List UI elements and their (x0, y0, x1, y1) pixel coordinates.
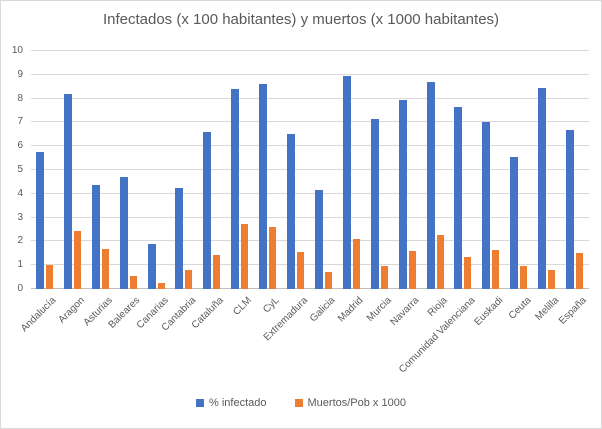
gridline (31, 192, 589, 194)
y-axis-tick-label: 6 (17, 140, 23, 152)
bar-infectado (175, 187, 184, 289)
bar-infectado (426, 81, 435, 289)
x-axis-line (31, 288, 589, 289)
legend-label-muertos: Muertos/Pob x 1000 (307, 397, 406, 409)
gridline (31, 240, 589, 242)
bar-muertos (101, 248, 109, 289)
bar-infectado (314, 190, 323, 289)
bar-infectado (147, 243, 156, 289)
bar-muertos (520, 266, 528, 289)
x-axis-label: Madrid (336, 295, 366, 325)
bar-infectado (231, 89, 240, 289)
bar-muertos (241, 223, 249, 289)
x-axis-label: Euskadi (472, 295, 506, 328)
bar-muertos (352, 239, 360, 289)
bar-muertos (269, 227, 277, 289)
y-axis-tick-label: 1 (17, 259, 23, 271)
y-axis-tick-label: 4 (17, 187, 23, 199)
bar-muertos (464, 256, 472, 289)
bar-muertos (157, 283, 165, 289)
x-axis-label: CyL (261, 295, 282, 316)
plot-area (31, 50, 589, 289)
bar-muertos (297, 252, 305, 289)
bar-infectado (482, 122, 491, 289)
bar-muertos (408, 250, 416, 289)
x-axis-labels: Andalucía Aragon Asturias Baleares Canarias C… (19, 293, 589, 381)
gridline (31, 216, 589, 218)
legend-label-infectado: % infectado (209, 397, 267, 409)
x-axis-label: Rioja (425, 295, 450, 319)
bar-infectado (287, 134, 296, 289)
y-axis-tick-label: 7 (17, 116, 23, 128)
chart-title: Infectados (x 100 habitantes) y muertos … (102, 11, 500, 28)
bar-muertos (324, 272, 332, 289)
x-axis-label: España (557, 295, 589, 327)
gridline (31, 145, 589, 147)
y-axis-tick-label: 0 (17, 283, 23, 294)
gridline (31, 121, 589, 123)
x-axis-label: Galicia (308, 295, 338, 325)
bar-muertos (548, 269, 556, 289)
bar-infectado (454, 106, 463, 289)
bar-muertos (492, 249, 500, 289)
legend-swatch-muertos-icon (294, 399, 303, 407)
bar-muertos (576, 253, 584, 289)
y-axis-tick-label: 10 (11, 45, 23, 56)
x-axis-label: Ceuta (506, 295, 534, 322)
bar-infectado (510, 156, 519, 289)
bar-infectado (119, 177, 128, 289)
bar-muertos (213, 254, 221, 289)
gridline (31, 73, 589, 75)
legend-item-infectado: % infectado (196, 397, 267, 409)
gridline (31, 50, 589, 51)
bar-muertos (185, 269, 193, 289)
x-axis-label: Navarra (388, 295, 422, 328)
y-axis-tick-label: 2 (17, 235, 23, 247)
bar-infectado (342, 76, 351, 289)
legend-swatch-infectado-icon (196, 399, 205, 407)
y-axis-tick-label: 3 (17, 211, 23, 223)
bar-muertos (73, 230, 81, 289)
y-axis: 0 1 2 3 4 5 6 7 8 9 10 (1, 45, 25, 294)
legend: % infectado Muertos/Pob x 1000 (1, 397, 601, 409)
bar-infectado (566, 129, 575, 289)
gridline (31, 169, 589, 170)
bar-infectado (370, 118, 379, 289)
bar-infectado (203, 131, 212, 289)
bar-infectado (538, 87, 547, 289)
bar-infectado (35, 152, 44, 289)
bar-infectado (63, 93, 72, 289)
x-axis-label: CLM (231, 295, 255, 318)
legend-item-muertos: Muertos/Pob x 1000 (294, 397, 406, 409)
bar-infectado (259, 84, 268, 289)
bar-muertos (380, 266, 388, 289)
bar-muertos (45, 265, 53, 289)
bar-infectado (398, 99, 407, 289)
bar-infectado (91, 185, 100, 289)
bar-muertos (436, 235, 444, 289)
gridline (31, 264, 589, 266)
x-axis-label: Andalucía (19, 295, 59, 335)
y-axis-tick-label: 5 (17, 164, 23, 175)
y-axis-tick-label: 8 (17, 92, 23, 104)
bar-muertos (129, 275, 137, 289)
gridline (31, 97, 589, 99)
y-axis-tick-label: 9 (17, 68, 23, 80)
